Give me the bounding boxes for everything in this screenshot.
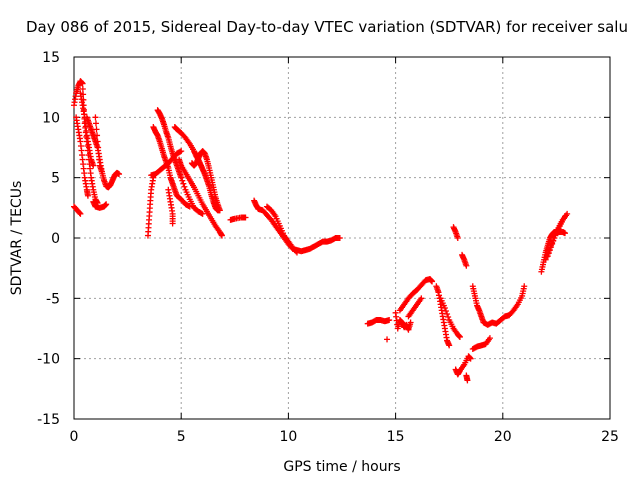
data-point [95, 144, 102, 151]
data-point [336, 235, 343, 241]
data-point [77, 210, 84, 217]
data-point [242, 214, 249, 221]
data-point [96, 156, 103, 163]
data-point [544, 253, 551, 260]
data-point [180, 180, 187, 187]
data-point [486, 335, 493, 342]
data-point [454, 235, 461, 241]
data-point [92, 114, 99, 121]
data-point [444, 311, 451, 318]
data-point [441, 304, 448, 311]
data-point [546, 247, 553, 254]
data-point [464, 377, 471, 384]
data-point [179, 177, 186, 184]
y-tick-label: 10 [42, 110, 60, 126]
data-point [94, 132, 101, 139]
data-point [446, 342, 453, 349]
data-point [178, 148, 185, 155]
axis-ticks: 0 5 10 15 20 25 -15 -10 -5 0 5 10 15 [37, 50, 619, 445]
data-point [456, 333, 463, 340]
data-point [463, 262, 470, 269]
data-point [79, 80, 86, 87]
x-tick-label: 25 [601, 429, 619, 445]
data-point [216, 207, 223, 214]
data-point [545, 250, 552, 257]
data-point [218, 232, 225, 239]
data-point [386, 317, 393, 324]
y-tick-label: -15 [37, 412, 60, 428]
data-point [548, 244, 555, 251]
data-point [116, 171, 123, 178]
plot-frame [73, 56, 611, 420]
data-point [292, 248, 299, 255]
data-point [542, 256, 549, 263]
y-tick-label: -5 [46, 291, 60, 307]
data-points [71, 78, 571, 384]
data-point [445, 314, 452, 321]
y-axis-label: SDTVAR / TECUs [9, 181, 25, 296]
data-point [90, 162, 97, 169]
data-point [181, 183, 188, 190]
data-point [169, 220, 176, 227]
y-tick-label: 15 [42, 50, 60, 66]
x-tick-label: 10 [279, 429, 297, 445]
data-point [186, 203, 193, 210]
x-tick-label: 15 [387, 429, 405, 445]
data-point [93, 126, 100, 133]
data-point [95, 150, 102, 157]
data-point [521, 283, 528, 290]
y-tick-label: -10 [37, 352, 60, 368]
y-tick-label: 0 [51, 231, 60, 247]
data-point [384, 336, 391, 343]
data-point [293, 249, 300, 256]
x-axis-label: GPS time / hours [283, 459, 400, 475]
data-point [467, 355, 474, 362]
data-point [550, 238, 557, 245]
data-point [552, 231, 559, 238]
data-point [178, 174, 185, 181]
data-point [84, 192, 91, 199]
data-point [94, 138, 101, 145]
data-point [561, 230, 568, 237]
data-point [407, 319, 414, 326]
data-point [79, 85, 86, 92]
data-point [98, 168, 105, 175]
y-tick-label: 5 [51, 171, 60, 187]
data-point [92, 120, 99, 127]
data-point [418, 295, 425, 302]
chart-title: Day 086 of 2015, Sidereal Day-to-day VTE… [26, 18, 628, 36]
data-point [561, 213, 568, 220]
x-tick-label: 0 [70, 429, 79, 445]
data-point [76, 209, 83, 216]
x-tick-label: 5 [177, 429, 186, 445]
data-point [442, 308, 449, 315]
x-tick-label: 20 [494, 429, 512, 445]
data-point [103, 201, 110, 208]
data-point [551, 235, 558, 241]
data-point [199, 210, 206, 217]
data-point [549, 241, 556, 248]
data-point [429, 278, 436, 285]
